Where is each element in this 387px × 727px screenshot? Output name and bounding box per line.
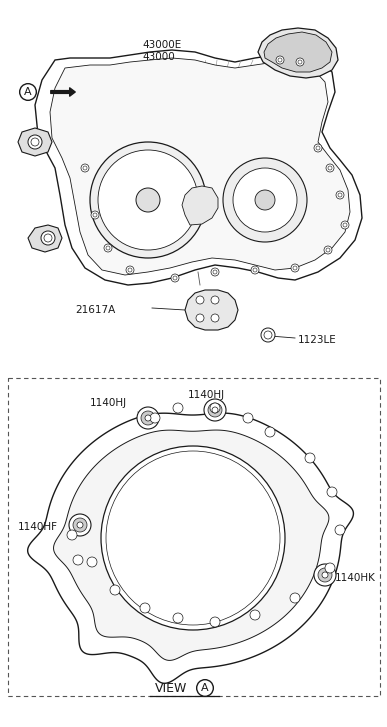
Circle shape (104, 244, 112, 252)
Polygon shape (182, 186, 218, 225)
Circle shape (212, 407, 218, 413)
Circle shape (223, 158, 307, 242)
Circle shape (314, 144, 322, 152)
Circle shape (87, 557, 97, 567)
Circle shape (326, 164, 334, 172)
Circle shape (140, 603, 150, 613)
Text: 1140HJ: 1140HJ (90, 398, 127, 408)
Circle shape (73, 555, 83, 565)
Circle shape (171, 274, 179, 282)
Circle shape (110, 585, 120, 595)
Text: 43000E: 43000E (142, 40, 181, 50)
Circle shape (233, 168, 297, 232)
Text: A: A (201, 683, 209, 693)
Circle shape (211, 314, 219, 322)
Circle shape (265, 427, 275, 437)
Text: VIEW: VIEW (155, 681, 187, 694)
Polygon shape (53, 430, 329, 660)
Circle shape (250, 610, 260, 620)
Circle shape (196, 296, 204, 304)
Circle shape (73, 518, 87, 532)
Text: A: A (24, 87, 32, 97)
Polygon shape (35, 50, 362, 285)
Circle shape (106, 451, 280, 625)
Circle shape (67, 530, 77, 540)
Polygon shape (18, 128, 52, 156)
Circle shape (261, 328, 275, 342)
Circle shape (208, 403, 222, 417)
Circle shape (327, 487, 337, 497)
Circle shape (137, 407, 159, 429)
Circle shape (290, 593, 300, 603)
Circle shape (211, 296, 219, 304)
Circle shape (173, 613, 183, 623)
Circle shape (210, 403, 220, 413)
Text: 1140HJ: 1140HJ (188, 390, 225, 400)
Circle shape (81, 164, 89, 172)
Polygon shape (185, 290, 238, 330)
Circle shape (141, 411, 155, 425)
Polygon shape (264, 32, 332, 72)
Text: 43000: 43000 (142, 52, 175, 62)
Circle shape (251, 266, 259, 274)
Circle shape (210, 617, 220, 627)
Circle shape (150, 413, 160, 423)
Circle shape (145, 415, 151, 421)
Circle shape (276, 56, 284, 64)
Circle shape (335, 525, 345, 535)
Text: 21617A: 21617A (75, 305, 115, 315)
Circle shape (91, 211, 99, 219)
Circle shape (98, 150, 198, 250)
Circle shape (325, 563, 335, 573)
Circle shape (196, 314, 204, 322)
Circle shape (28, 135, 42, 149)
Circle shape (324, 246, 332, 254)
Circle shape (126, 266, 134, 274)
Text: 1140HK: 1140HK (335, 573, 376, 583)
Circle shape (243, 413, 253, 423)
Circle shape (77, 522, 83, 528)
Polygon shape (50, 58, 350, 275)
Circle shape (305, 453, 315, 463)
Circle shape (341, 221, 349, 229)
Circle shape (322, 572, 328, 578)
Circle shape (296, 58, 304, 66)
Circle shape (255, 190, 275, 210)
Circle shape (90, 142, 206, 258)
Circle shape (136, 188, 160, 212)
Circle shape (204, 399, 226, 421)
Bar (8, 378, 380, 696)
Polygon shape (28, 225, 62, 252)
Circle shape (69, 514, 91, 536)
Circle shape (291, 264, 299, 272)
Text: 1140HF: 1140HF (18, 522, 58, 532)
Polygon shape (258, 28, 338, 78)
Circle shape (41, 231, 55, 245)
Circle shape (336, 191, 344, 199)
Circle shape (314, 564, 336, 586)
Text: 1123LE: 1123LE (298, 335, 337, 345)
Circle shape (173, 403, 183, 413)
Polygon shape (27, 413, 353, 683)
Circle shape (101, 446, 285, 630)
Circle shape (318, 568, 332, 582)
Circle shape (211, 268, 219, 276)
